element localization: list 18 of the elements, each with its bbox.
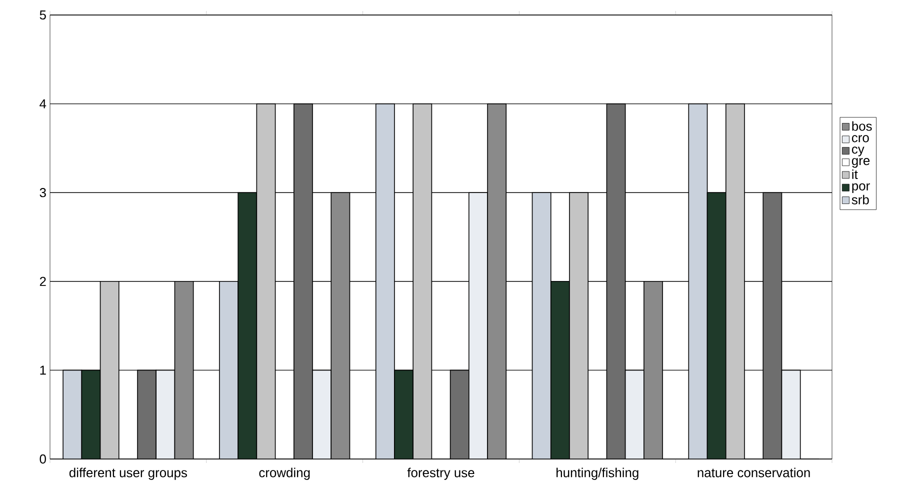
x-tick-label: nature conservation <box>698 468 810 478</box>
legend-label: cy <box>852 146 864 156</box>
legend-label: it <box>852 170 858 179</box>
legend-label: srb <box>852 194 869 204</box>
y-tick-label: 0 <box>40 454 46 464</box>
legend-label: bos <box>852 121 872 131</box>
legend-label: cro <box>852 135 869 142</box>
y-tick-label: 4 <box>40 99 46 108</box>
x-tick-label: forestry use <box>407 468 474 480</box>
legend-label: por <box>852 183 870 194</box>
y-tick-label: 3 <box>40 188 46 198</box>
legend-label: gre <box>852 158 870 168</box>
x-tick-label: crowding <box>259 468 310 480</box>
y-tick-label: 2 <box>40 276 46 286</box>
x-tick-label: hunting/fishing <box>556 468 638 480</box>
y-tick-label: 1 <box>40 366 46 375</box>
y-tick-label: 5 <box>40 10 46 20</box>
x-tick-label: different user groups <box>69 468 187 480</box>
